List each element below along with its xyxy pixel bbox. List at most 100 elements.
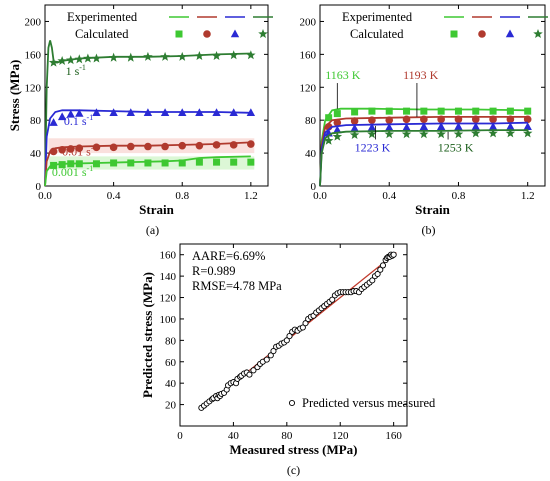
calculated-point	[213, 158, 221, 166]
plot-frame	[319, 4, 546, 187]
calculated-point	[195, 141, 204, 150]
measured-point	[267, 352, 274, 359]
calculated-point	[50, 161, 58, 169]
calculated-point	[178, 141, 187, 150]
calculated-point	[143, 51, 153, 61]
calculated-point	[229, 108, 238, 116]
calculated-point	[127, 159, 135, 167]
legend-marker-swatch	[230, 29, 240, 38]
x-tick-label: 0.8	[175, 190, 189, 202]
x-axis-label: Measured stress (MPa)	[229, 442, 357, 457]
x-tick-label: 0.4	[107, 190, 121, 202]
legend-marker-swatch	[478, 30, 486, 38]
calculated-point	[420, 107, 428, 115]
y-axis-label: Stress (MPa)	[7, 60, 22, 132]
calculated-point	[109, 108, 118, 116]
rate-annotation: 0.01 s-1	[62, 144, 97, 159]
calculated-point	[454, 115, 463, 124]
panel-a: 0.0 0.4 0.8 1.2 0 40 80 120 160 200 Experimented Ca…	[7, 4, 273, 237]
calculated-point	[524, 107, 532, 115]
calculated-point	[110, 159, 118, 167]
calculated-point	[333, 118, 342, 127]
legend-marker-swatch	[450, 30, 458, 38]
calculated-point	[489, 115, 497, 124]
calculated-point	[419, 129, 429, 139]
calculated-point	[368, 116, 376, 124]
calculated-point	[57, 112, 67, 121]
y-axis-label: Predicted stress (MPa)	[140, 272, 155, 398]
calculated-point	[453, 129, 464, 139]
calculated-point	[67, 160, 75, 168]
calculated-point	[74, 54, 85, 64]
experimented-curve	[319, 129, 528, 187]
calculated-point	[92, 108, 101, 116]
y-tick-label: 120	[300, 82, 317, 94]
calculated-point	[160, 108, 170, 116]
calculated-point	[523, 122, 532, 130]
rate-annotation: 1 s-1	[66, 63, 86, 78]
calculated-point	[323, 135, 334, 145]
measured-point	[379, 262, 387, 269]
calculated-point	[349, 129, 360, 140]
y-tick-label: 160	[25, 49, 42, 61]
calculated-point	[437, 107, 445, 115]
calculated-point	[523, 115, 532, 124]
x-tick-label: 0.4	[382, 190, 396, 202]
y-tick-label: 0	[311, 181, 317, 193]
calculated-point	[246, 50, 256, 60]
calculated-point	[160, 51, 170, 61]
calculated-point	[144, 159, 152, 167]
temperature-annotation: 1163 K	[325, 68, 361, 82]
temperature-annotation: 1193 K	[403, 68, 439, 82]
x-axis-label: Strain	[415, 202, 450, 217]
calculated-point	[350, 123, 359, 132]
calculated-point	[488, 128, 498, 138]
calculated-point	[385, 116, 394, 124]
y-tick-label: 80	[165, 335, 177, 347]
calculated-point	[402, 115, 411, 124]
calculated-point	[350, 117, 359, 125]
calculated-point	[229, 141, 238, 149]
y-tick-label: 160	[160, 250, 177, 262]
calculated-point	[126, 142, 135, 151]
y-tick-label: 100	[160, 314, 177, 326]
y-tick-label: 120	[160, 293, 177, 305]
calculated-point	[385, 123, 394, 131]
x-axis-label: Strain	[139, 202, 174, 217]
y-tick-label: 120	[25, 82, 42, 94]
panel-label: (b)	[422, 223, 436, 237]
calculated-point	[246, 108, 256, 116]
calculated-point	[66, 109, 75, 118]
calculated-point	[471, 122, 480, 130]
calculated-point	[195, 108, 204, 116]
calculated-point	[143, 108, 153, 116]
calculated-point	[177, 51, 187, 61]
calculated-point	[522, 128, 533, 138]
rate-annotation: 0.1 s-1	[64, 113, 93, 128]
calculated-point	[402, 123, 411, 131]
legend-calculated-label: Calculated	[75, 27, 129, 41]
calculated-point	[506, 107, 514, 115]
measured-point	[299, 324, 306, 331]
legend-experimented-label: Experimented	[67, 10, 138, 24]
calculated-point	[66, 145, 75, 153]
calculated-point	[489, 107, 497, 115]
calculated-point	[109, 143, 118, 152]
plot-frame	[179, 243, 408, 427]
y-tick-label: 60	[165, 357, 177, 369]
calculated-point	[75, 109, 84, 117]
measured-point	[263, 356, 270, 363]
calculated-point	[471, 128, 481, 138]
calculated-point	[65, 55, 76, 65]
y-tick-label: 160	[300, 49, 317, 61]
panel-c: 0 40 80 120 160 20 40 60 80 100 120 140 160 AARE=6.69…	[140, 243, 436, 477]
calculated-point	[92, 143, 101, 152]
x-tick-label: 0.0	[38, 190, 52, 202]
rate-annotation-exponent: -1	[79, 63, 86, 72]
calculated-point	[384, 129, 394, 139]
temperature-annotation: 1253 K	[438, 140, 474, 154]
panel-label: (a)	[146, 223, 159, 237]
legend-experimented-label: Experimented	[342, 10, 413, 24]
calculated-point	[57, 55, 67, 65]
